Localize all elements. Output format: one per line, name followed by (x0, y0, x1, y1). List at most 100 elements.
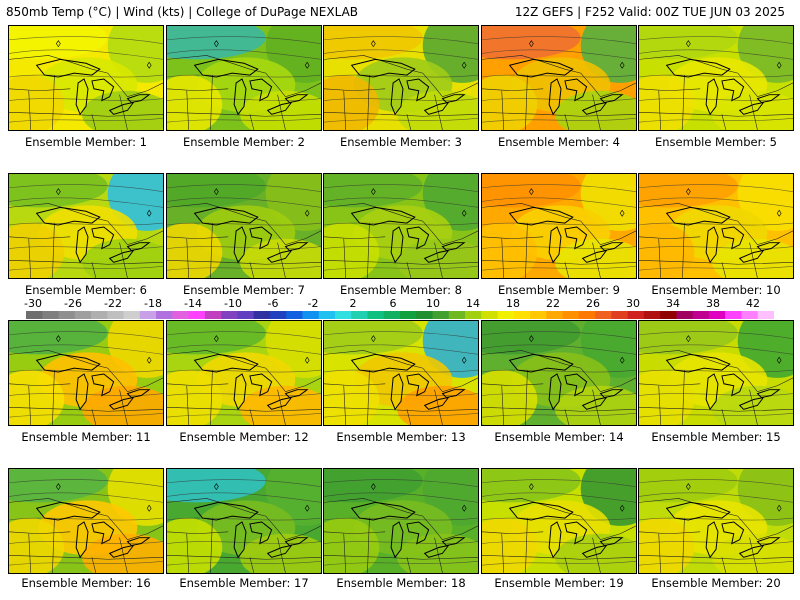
political-border (482, 112, 636, 117)
great-lake-outline (350, 206, 416, 226)
political-border (639, 55, 793, 97)
temperature-field-map (9, 174, 163, 278)
temperature-region (482, 469, 581, 503)
temperature-region (9, 75, 65, 130)
temperature-region (482, 370, 538, 425)
colorbar-tick-label: -14 (184, 297, 202, 310)
political-border (167, 203, 321, 245)
ensemble-member-panel (8, 320, 164, 426)
political-border (91, 557, 97, 573)
great-lake-outline (249, 373, 273, 397)
great-lake-outline (756, 389, 781, 399)
height-contour (324, 393, 478, 396)
station-marker (56, 335, 61, 343)
height-contour (639, 344, 793, 355)
height-contour (167, 197, 321, 208)
political-border (249, 262, 255, 278)
political-border (324, 498, 478, 540)
great-lake-outline (738, 396, 765, 410)
station-marker (56, 483, 61, 491)
station-marker (529, 483, 534, 491)
height-contour (9, 74, 163, 78)
ensemble-member-panel (323, 468, 479, 574)
political-border (167, 350, 321, 392)
great-lake-outline (75, 78, 89, 116)
political-border (682, 223, 685, 278)
political-border (482, 88, 544, 92)
colorbar-tick-label: -2 (307, 297, 319, 310)
great-lake-outline (266, 249, 293, 263)
colorbar-swatch (465, 311, 482, 319)
colorbar-swatch (562, 311, 580, 319)
great-lake-outline (126, 537, 151, 547)
great-lake-outline (423, 396, 450, 410)
political-border (434, 537, 443, 573)
great-lake-outline (233, 521, 247, 559)
political-border (749, 242, 758, 278)
colorbar-swatch (221, 311, 238, 319)
colorbar-tick-label: -18 (144, 297, 162, 310)
station-marker (146, 356, 152, 364)
ensemble-member-panel (638, 25, 794, 131)
height-contour (482, 479, 636, 487)
great-lake-outline (441, 242, 466, 252)
colorbar-swatch (513, 311, 531, 319)
temperature-region (482, 75, 538, 130)
great-lake-outline (756, 94, 781, 104)
great-lake-outline (284, 94, 309, 104)
great-lake-outline (599, 389, 624, 399)
political-border (186, 238, 190, 278)
height-contour (482, 117, 636, 123)
political-border (249, 409, 255, 425)
political-border (324, 531, 386, 535)
height-contour (639, 393, 793, 396)
station-marker (686, 40, 691, 48)
great-lake-outline (284, 537, 309, 547)
height-contour (167, 117, 321, 123)
temperature-region (639, 321, 738, 355)
temperature-field-map (639, 321, 793, 425)
ensemble-member-label: Ensemble Member: 3 (340, 135, 462, 149)
station-marker (214, 40, 219, 48)
model-run-info: 12Z GEFS | F252 Valid: 00Z TUE JUN 03 20… (514, 5, 785, 19)
ensemble-member-label: Ensemble Member: 20 (651, 576, 781, 590)
political-border (210, 223, 213, 278)
temperature-field-map (482, 174, 636, 278)
temperature-region (639, 174, 738, 208)
great-lake-outline (108, 249, 135, 263)
height-contour (482, 246, 636, 249)
political-border (367, 370, 370, 425)
colorbar-swatch (416, 311, 433, 319)
temperature-region (324, 469, 423, 503)
height-contour (324, 412, 478, 418)
political-border (721, 114, 727, 130)
height-contour (482, 492, 636, 503)
colorbar-swatch (107, 311, 124, 319)
colorbar-swatch (367, 311, 385, 319)
political-border (167, 88, 229, 92)
great-lake-outline (35, 58, 101, 78)
height-contour (324, 369, 478, 373)
colorbar-tick-label: 42 (746, 297, 760, 310)
great-lake-outline (75, 226, 89, 264)
height-contour (482, 184, 636, 192)
political-border (592, 94, 601, 130)
map-title: 850mb Temp (°C) | Wind (kts) | College o… (6, 5, 359, 19)
station-marker (146, 61, 152, 69)
political-border (434, 94, 443, 130)
height-contour (482, 331, 636, 339)
ensemble-member-label: Ensemble Member: 7 (183, 283, 305, 297)
temperature-region (482, 26, 581, 60)
station-marker (529, 40, 534, 48)
height-contour (324, 517, 478, 521)
political-border (277, 94, 286, 130)
political-border (564, 262, 570, 278)
great-lake-outline (350, 501, 416, 521)
temperature-field-map (9, 321, 163, 425)
great-lake-outline (35, 501, 101, 521)
political-border (210, 518, 213, 573)
ensemble-member-label: Ensemble Member: 6 (25, 283, 147, 297)
station-marker (619, 356, 625, 364)
great-lake-outline (508, 501, 574, 521)
great-lake-outline (423, 249, 450, 263)
